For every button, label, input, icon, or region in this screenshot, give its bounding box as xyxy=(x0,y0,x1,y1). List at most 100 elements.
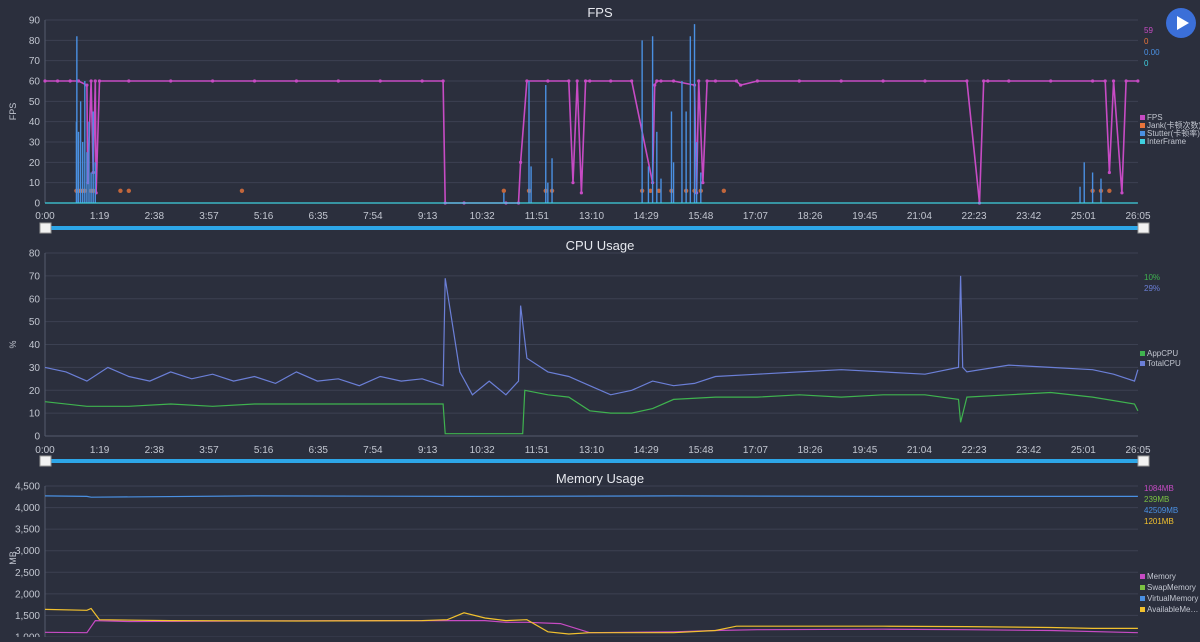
fps-ytick-label: 70 xyxy=(29,56,41,67)
fps-point xyxy=(525,79,529,83)
fps-point xyxy=(653,83,657,87)
cpu-usage-range-slider-left-handle[interactable] xyxy=(39,455,52,467)
fps-point xyxy=(43,79,47,83)
cpu-usage-xtick-label: 11:51 xyxy=(525,445,550,456)
cpu-usage-legend-label: AppCPU xyxy=(1147,349,1178,358)
fps-xtick-label: 2:38 xyxy=(145,211,165,222)
fps-point xyxy=(713,79,718,83)
memory-usage-ytick-label: 2,000 xyxy=(15,589,40,600)
fps-legend-swatch xyxy=(1140,123,1145,128)
memory-usage-title: Memory Usage xyxy=(556,471,644,486)
cpu-usage-ytick-label: 40 xyxy=(29,340,41,351)
fps-point xyxy=(336,79,340,83)
fps-legend-label: InterFrame xyxy=(1147,137,1187,146)
fps-xtick-label: 22:23 xyxy=(962,211,987,222)
memory-usage-ytick-label: 1,500 xyxy=(15,611,40,622)
fps-jank-point xyxy=(501,188,507,193)
fps-point xyxy=(739,83,743,87)
fps-current-value: 0 xyxy=(1144,37,1149,46)
fps-xtick-label: 3:57 xyxy=(199,211,219,222)
fps-point xyxy=(1091,79,1095,83)
fps-range-slider-right-handle[interactable] xyxy=(1137,222,1150,234)
cpu-usage-range-slider-track[interactable] xyxy=(48,459,1140,463)
fps-point xyxy=(986,79,990,83)
fps-point xyxy=(68,79,72,83)
fps-point xyxy=(755,79,759,83)
fps-point xyxy=(1103,79,1107,83)
fps-xtick-label: 17:07 xyxy=(743,211,768,222)
fps-point xyxy=(575,79,579,83)
fps-point xyxy=(76,79,81,83)
fps-jank-point xyxy=(126,188,132,193)
memory-usage-current-value: 1084MB xyxy=(1144,484,1174,493)
play-button[interactable] xyxy=(1166,8,1196,38)
cpu-usage-xtick-label: 0:00 xyxy=(35,445,55,456)
cpu-usage-legend-swatch xyxy=(1140,361,1145,366)
fps-xtick-label: 18:26 xyxy=(798,211,823,222)
fps-series-group xyxy=(43,24,1140,205)
cpu-usage-ytick-label: 30 xyxy=(29,363,41,374)
fps-ytick-label: 10 xyxy=(29,178,41,189)
cpu-usage-xtick-label: 7:54 xyxy=(363,445,383,456)
fps-point xyxy=(169,79,173,83)
memory-usage-legend-swatch xyxy=(1140,596,1145,601)
cpu-usage-xtick-label: 3:57 xyxy=(199,445,219,456)
fps-point xyxy=(567,79,571,83)
fps-xtick-label: 7:54 xyxy=(363,211,383,222)
cpu-usage-xtick-label: 23:42 xyxy=(1016,445,1041,456)
fps-legend-label: Jank(卡顿次数) xyxy=(1147,120,1200,130)
fps-jank-point xyxy=(239,188,245,193)
fps-point xyxy=(1136,79,1140,83)
fps-point xyxy=(705,79,709,83)
fps-jank-point xyxy=(118,188,123,193)
fps-jank-point xyxy=(1107,188,1112,193)
fps-point xyxy=(579,191,583,195)
fps-xtick-label: 11:51 xyxy=(525,211,550,222)
fps-legend-swatch xyxy=(1140,115,1145,120)
fps-point xyxy=(89,79,93,83)
memory-usage-series-group xyxy=(44,495,1138,635)
fps-legend-label: Stutter(卡顿率) xyxy=(1147,128,1200,138)
fps-ytick-label: 20 xyxy=(29,158,41,169)
fps-point xyxy=(609,79,613,83)
cpu-usage-current-value: 29% xyxy=(1144,284,1160,293)
memory-usage-ytick-label: 1,000 xyxy=(15,633,40,638)
fps-point xyxy=(1111,79,1116,83)
fps-point xyxy=(588,79,592,83)
fps-legend-label: FPS xyxy=(1147,113,1163,122)
memory-usage-legend-swatch xyxy=(1140,585,1145,590)
cpu-usage-current-value: 10% xyxy=(1144,273,1160,282)
cpu-usage-xtick-label: 1:19 xyxy=(90,445,110,456)
fps-xtick-label: 19:45 xyxy=(852,211,877,222)
cpu-usage-xtick-label: 17:07 xyxy=(743,445,768,456)
fps-current-value: 59 xyxy=(1144,26,1153,35)
fps-point xyxy=(294,79,299,83)
fps-ytick-label: 60 xyxy=(29,77,41,88)
fps-ytick-label: 50 xyxy=(29,97,41,108)
memory-usage-ylabel: MB xyxy=(8,551,18,565)
fps-xtick-label: 0:00 xyxy=(35,211,55,222)
fps-xtick-label: 13:10 xyxy=(579,211,604,222)
fps-range-slider-left-handle[interactable] xyxy=(39,222,52,234)
cpu-usage-ytick-label: 60 xyxy=(29,294,41,305)
fps-point xyxy=(982,79,986,83)
cpu-usage-xtick-label: 14:29 xyxy=(634,445,659,456)
fps-xtick-label: 23:42 xyxy=(1016,211,1041,222)
fps-xtick-label: 14:29 xyxy=(634,211,659,222)
fps-jank-point xyxy=(721,188,727,193)
memory-usage-legend-label: AvailableMe… xyxy=(1147,605,1198,614)
cpu-usage-xtick-label: 13:10 xyxy=(579,445,604,456)
fps-point xyxy=(671,79,676,83)
fps-point xyxy=(839,79,843,83)
fps-range-slider-track[interactable] xyxy=(48,226,1140,230)
cpu-usage-xtick-label: 22:23 xyxy=(962,445,987,456)
cpu-usage-xtick-label: 15:48 xyxy=(688,445,713,456)
cpu-usage-ytick-label: 80 xyxy=(29,249,41,260)
cpu-usage-ylabel: % xyxy=(8,340,18,348)
fps-point xyxy=(797,79,801,83)
fps-point xyxy=(1120,191,1124,195)
cpu-usage-range-slider-right-handle[interactable] xyxy=(1137,455,1150,467)
fps-jank-point xyxy=(648,188,653,193)
